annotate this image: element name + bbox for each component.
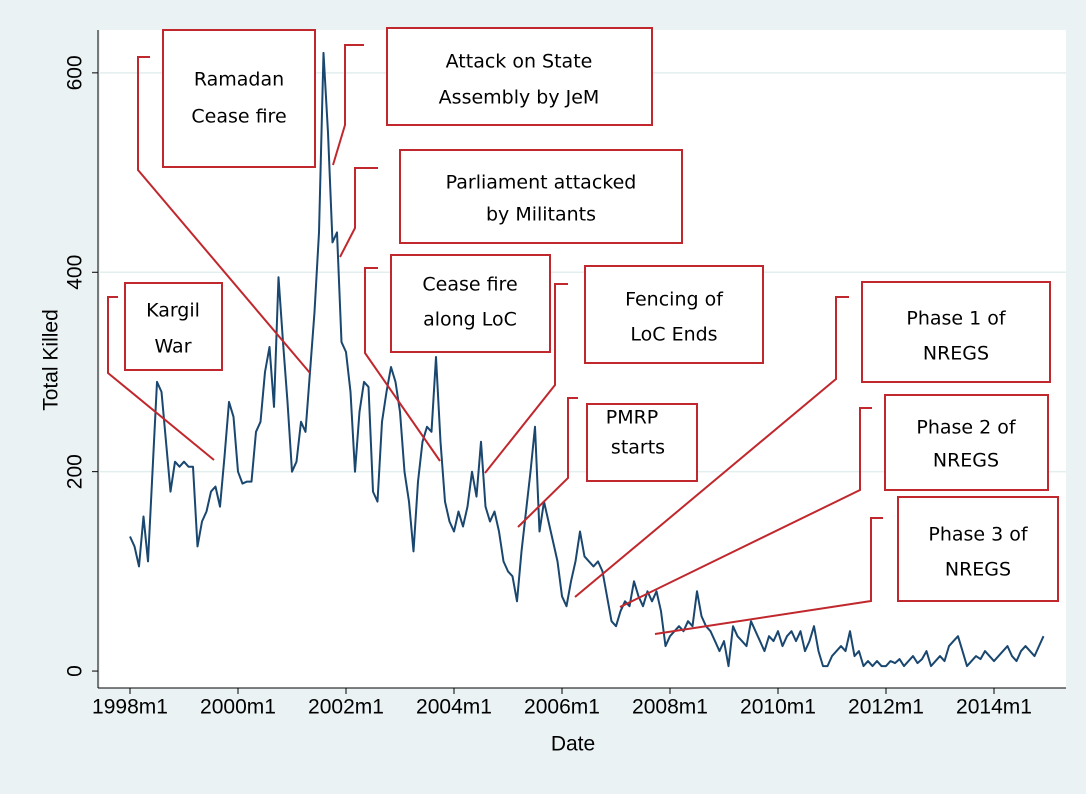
annotation-text: NREGS	[945, 559, 1011, 581]
x-tick-label: 2004m1	[416, 696, 492, 719]
annotation-text: Phase 2 of	[916, 417, 1017, 439]
annotation-text: Cease fire	[191, 106, 286, 128]
annotation-box	[897, 496, 1059, 602]
annotation-text: Parliament attacked	[446, 172, 637, 194]
annotation-text: Attack on State	[446, 51, 593, 73]
connector	[107, 296, 215, 461]
annotations: Kargil War Ramadan Cease fire Attack on …	[107, 27, 1059, 635]
annotation-text: along LoC	[423, 309, 517, 331]
x-tick-label: 2010m1	[740, 696, 816, 719]
annotation-text: PMRP	[606, 407, 659, 429]
annotation-text: Cease fire	[422, 274, 517, 296]
annotation-text: Ramadan	[194, 69, 284, 91]
annotation-box	[386, 27, 653, 126]
connector	[619, 407, 872, 608]
y-axis-label: Total Killed	[40, 309, 63, 411]
annotation-box	[162, 29, 316, 168]
y-tick-label: 200	[64, 454, 87, 489]
x-tick-label: 2012m1	[848, 696, 924, 719]
annotation-text: Assembly by JeM	[439, 87, 600, 109]
annotation-text: War	[154, 336, 191, 358]
connector	[517, 397, 578, 528]
y-tick-label: 400	[64, 255, 87, 290]
annotation-box	[399, 149, 683, 244]
annotation-box	[390, 254, 551, 353]
data-line	[129, 51, 1045, 668]
annotation-box	[586, 403, 698, 482]
x-tick-label: 2008m1	[632, 696, 708, 719]
y-tick-label: 0	[64, 665, 87, 677]
connector	[574, 296, 849, 598]
annotation-box	[861, 281, 1051, 383]
annotation-text: Phase 1 of	[906, 308, 1007, 330]
x-tick-label: 1998m1	[92, 696, 168, 719]
connector	[137, 56, 311, 374]
connector	[364, 267, 441, 462]
annotation-text: LoC Ends	[630, 324, 717, 346]
annotation-text: Fencing of	[625, 289, 724, 311]
annotation-text: by Militants	[486, 204, 596, 226]
x-tick-label: 2014m1	[956, 696, 1032, 719]
annotation-text: starts	[611, 437, 665, 459]
connector	[332, 44, 364, 166]
connector	[484, 283, 568, 474]
annotation-text: NREGS	[933, 450, 999, 472]
annotation-text: Kargil	[146, 300, 200, 322]
x-tick-label: 2000m1	[200, 696, 276, 719]
annotation-text: Phase 3 of	[928, 524, 1029, 546]
x-tick-label: 2006m1	[524, 696, 600, 719]
annotation-box	[124, 282, 223, 371]
connector	[654, 517, 883, 635]
annotation-text: NREGS	[923, 343, 989, 365]
y-tick-label: 600	[64, 55, 87, 90]
connector	[339, 167, 378, 258]
x-tick-label: 2002m1	[308, 696, 384, 719]
x-axis-label: Date	[551, 733, 595, 756]
annotation-box	[584, 265, 764, 364]
annotation-box	[884, 394, 1049, 491]
